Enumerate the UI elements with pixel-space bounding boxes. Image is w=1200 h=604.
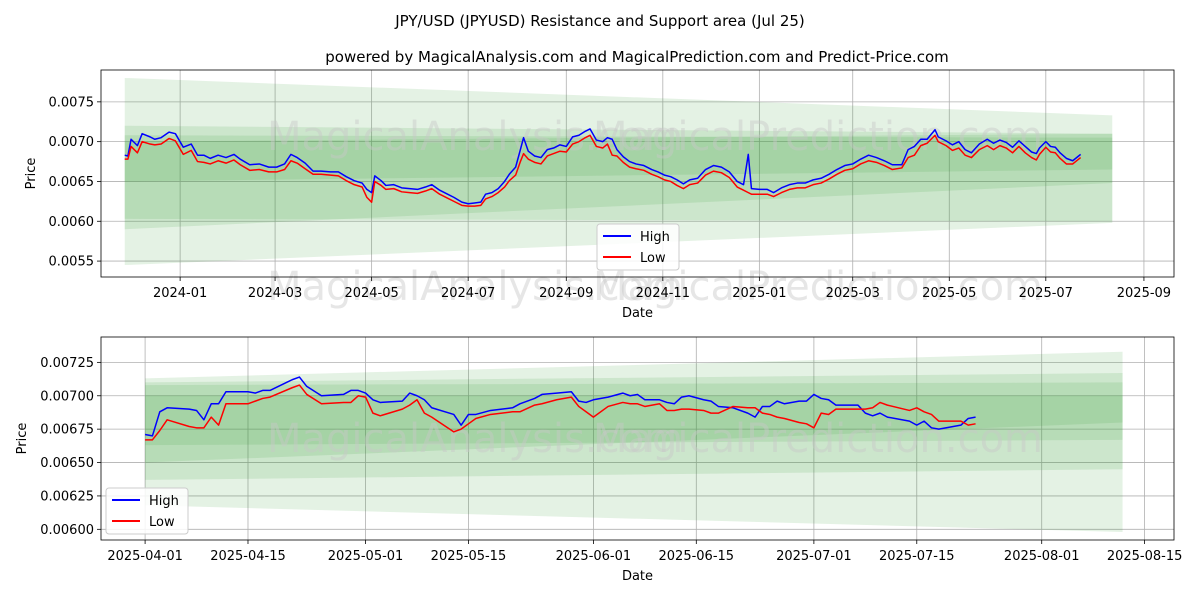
legend-label-high: High: [149, 494, 179, 509]
x-tick-label: 2024-05: [344, 286, 398, 301]
series-line-high: [144, 376, 976, 437]
y-tick-label: 0.0075: [49, 95, 95, 110]
chart-subtitle: powered by MagicalAnalysis.com and Magic…: [325, 48, 949, 66]
x-tick-label: 2025-06-15: [659, 549, 735, 564]
x-tick-label: 2024-01: [153, 286, 207, 301]
watermark-right: MagicalPrediction.com: [593, 416, 1043, 462]
x-tick-label: 2024-09: [539, 286, 593, 301]
watermark-left: MagicalAnalysis.com: [267, 264, 683, 310]
x-tick-label: 2024-03: [248, 286, 302, 301]
watermark-left: MagicalAnalysis.com: [267, 416, 683, 462]
x-tick-label: 2025-05-01: [328, 549, 404, 564]
legend-label-low: Low: [149, 515, 175, 530]
x-axis-label: Date: [622, 569, 653, 584]
y-tick-label: 0.00725: [40, 356, 94, 371]
support-resistance-band: [124, 77, 1113, 266]
x-tick-label: 2025-04-01: [107, 549, 183, 564]
x-tick-label: 2025-05-15: [431, 549, 507, 564]
support-resistance-band: [145, 373, 1123, 480]
y-tick-label: 0.0070: [49, 135, 95, 150]
watermark-left: MagicalAnalysis.com: [267, 114, 683, 160]
watermark-right: MagicalPrediction.com: [593, 264, 1043, 310]
y-axis-label: Price: [15, 423, 30, 455]
panel-1: MagicalAnalysis.comMagicalPrediction.com…: [24, 69, 1175, 321]
legend: High Low: [105, 487, 189, 535]
y-tick-label: 0.0060: [49, 215, 95, 230]
x-tick-label: 2025-03: [826, 286, 880, 301]
y-tick-label: 0.00650: [40, 456, 94, 471]
support-resistance-band: [124, 125, 1113, 230]
series-line-high: [124, 128, 1082, 205]
x-tick-label: 2024-07: [441, 286, 495, 301]
chart-title: JPY/USD (JPYUSD) Resistance and Support …: [394, 12, 805, 30]
y-tick-label: 0.00700: [40, 389, 94, 404]
x-tick-label: 2025-01: [732, 286, 786, 301]
series-line-low: [145, 384, 976, 441]
x-tick-label: 2025-07-15: [879, 549, 955, 564]
x-tick-label: 2025-05: [922, 286, 976, 301]
x-tick-label: 2025-07-01: [776, 549, 852, 564]
x-tick-label: 2025-09: [1117, 286, 1171, 301]
x-tick-label: 2025-08-01: [1004, 549, 1080, 564]
support-resistance-band: [145, 351, 1123, 532]
y-axis-label: Price: [24, 158, 39, 190]
panel-2: MagicalAnalysis.comMagicalPrediction.com…: [15, 336, 1183, 584]
legend: High Low: [596, 223, 680, 271]
x-axis-label: Date: [622, 306, 653, 321]
y-tick-label: 0.00675: [40, 423, 94, 438]
x-tick-label: 2025-08-15: [1107, 549, 1183, 564]
y-tick-label: 0.0055: [49, 255, 95, 270]
lines-group: [124, 128, 1082, 207]
series-line-low: [124, 134, 1082, 207]
axes-frame: [100, 69, 1175, 278]
y-tick-label: 0.00600: [40, 523, 94, 538]
y-tick-label: 0.00625: [40, 489, 94, 504]
lines-group: [144, 376, 976, 441]
axes-frame: [100, 336, 1175, 541]
legend-label-low: Low: [640, 251, 666, 266]
x-tick-label: 2025-06-01: [556, 549, 632, 564]
x-tick-label: 2025-07: [1019, 286, 1073, 301]
support-resistance-band: [145, 395, 1123, 446]
watermark-right: MagicalPrediction.com: [593, 114, 1043, 160]
x-tick-label: 2025-04-15: [210, 549, 286, 564]
y-tick-label: 0.0065: [49, 175, 95, 190]
x-tick-label: 2024-11: [636, 286, 690, 301]
legend-label-high: High: [640, 230, 670, 245]
